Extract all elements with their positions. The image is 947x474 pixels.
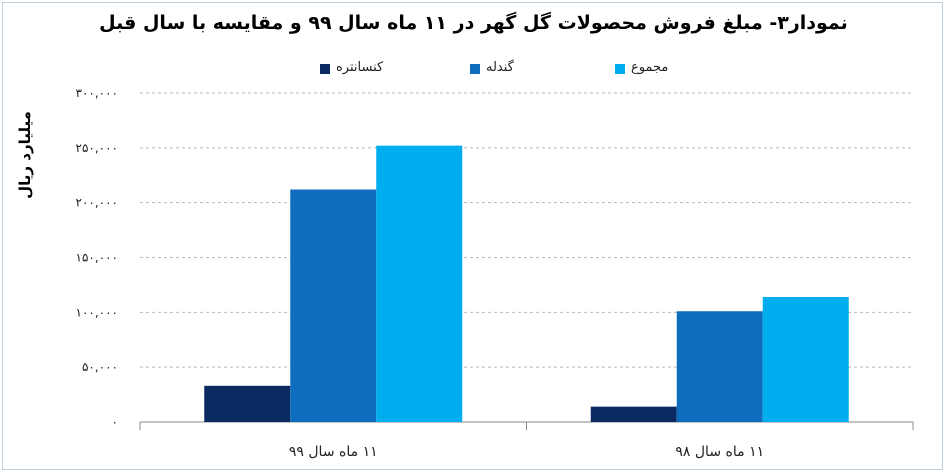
bar-3-cat-1 [376,145,463,422]
legend-item: کنسانتره [320,60,430,78]
legend-swatch [320,64,330,74]
bar-2-cat-2 [676,311,763,422]
legend-item: مجموع [615,60,725,78]
y-tick-label: ۳۰۰,۰۰۰ [76,86,119,100]
y-tick-label: ۲۵۰,۰۰۰ [76,141,119,155]
y-tick-label: ۱۰۰,۰۰۰ [76,305,119,319]
y-tick-label: ۲۰۰,۰۰۰ [76,196,119,210]
chart-title: نمودار۳- مبلغ فروش محصولات گل گهر در ۱۱ … [99,12,848,34]
y-tick-label: ۰ [112,415,118,429]
bar-1-cat-2 [590,406,677,422]
bar-3-cat-2 [762,296,849,422]
x-tick-label: ۱۱ ماه سال ۹۸ [675,444,764,460]
legend-label: کنسانتره [336,60,384,75]
x-tick-label: ۱۱ ماه سال ۹۹ [289,444,378,460]
y-tick-label: ۵۰,۰۰۰ [82,360,118,374]
legend-label: مجموع [631,60,669,75]
legend-label: گندله [486,60,514,75]
legend-item: گندله [470,60,580,78]
y-tick-label: ۱۵۰,۰۰۰ [76,251,119,265]
bar-2-cat-1 [290,189,377,422]
bar-1-cat-1 [204,385,291,422]
legend: کنسانتره گندله مجموع [300,60,720,78]
legend-swatch [615,64,625,74]
legend-swatch [470,64,480,74]
